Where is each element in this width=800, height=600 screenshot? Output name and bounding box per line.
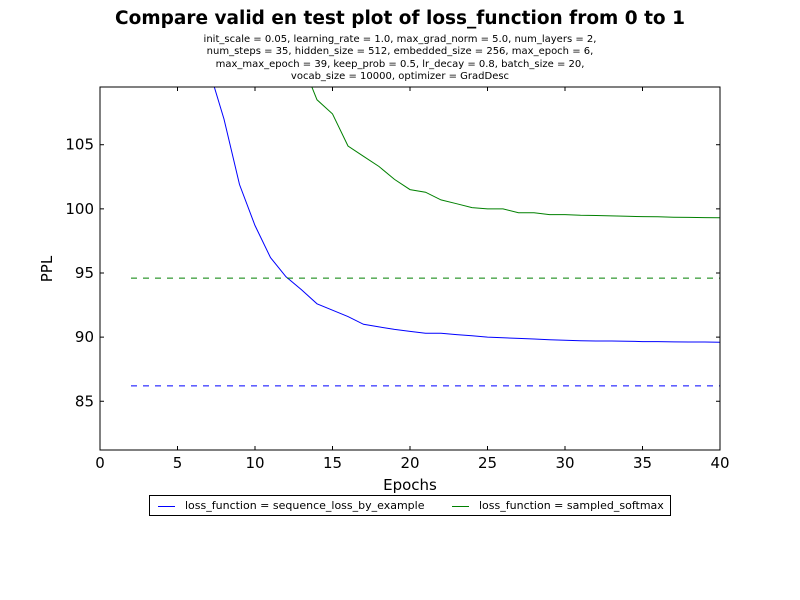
- x-tick-label: 30: [555, 454, 574, 472]
- chart-title: Compare valid en test plot of loss_funct…: [115, 8, 685, 29]
- series-line-1: [311, 87, 720, 219]
- x-axis-label: Epochs: [383, 476, 437, 494]
- y-tick-label: 105: [65, 136, 94, 154]
- y-tick-label: 95: [75, 264, 94, 282]
- y-tick-label: 85: [75, 392, 94, 410]
- chart-legend: loss_function = sequence_loss_by_example…: [149, 495, 671, 516]
- x-tick-label: 10: [245, 454, 264, 472]
- series-line-0: [213, 87, 720, 343]
- legend-label: loss_function = sampled_softmax: [479, 499, 664, 512]
- tick-layer: 0 5 10 15 20 25 30 35 40 85 90 95 100 105: [65, 87, 730, 472]
- subtitle-line: num_steps = 35, hidden_size = 512, embed…: [206, 46, 594, 58]
- chart-subtitle: init_scale = 0.05, learning_rate = 1.0, …: [150, 34, 650, 83]
- x-tick-label: 15: [323, 454, 342, 472]
- y-tick-label: 100: [65, 200, 94, 218]
- legend-item-sampled-softmax: loss_function = sampled_softmax: [452, 499, 664, 512]
- series-layer: [131, 87, 720, 387]
- legend-label: loss_function = sequence_loss_by_example: [185, 499, 425, 512]
- plot-frame: [99, 86, 721, 451]
- x-tick-label: 0: [95, 454, 105, 472]
- x-tick-label: 25: [478, 454, 497, 472]
- legend-swatch-green: [452, 505, 469, 507]
- x-tick-label: 35: [633, 454, 652, 472]
- legend-item-sequence-loss: loss_function = sequence_loss_by_example: [158, 499, 425, 512]
- y-axis-label: PPL: [38, 255, 56, 282]
- legend-swatch-blue: [158, 505, 175, 507]
- subtitle-line: init_scale = 0.05, learning_rate = 1.0, …: [203, 34, 597, 45]
- y-tick-label: 90: [75, 328, 94, 346]
- x-tick-label: 5: [173, 454, 183, 472]
- x-tick-label: 40: [710, 454, 729, 472]
- x-tick-label: 20: [400, 454, 419, 472]
- subtitle-line: max_max_epoch = 39, keep_prob = 0.5, lr_…: [215, 58, 585, 70]
- subtitle-line: vocab_size = 10000, optimizer = GradDesc: [290, 70, 510, 82]
